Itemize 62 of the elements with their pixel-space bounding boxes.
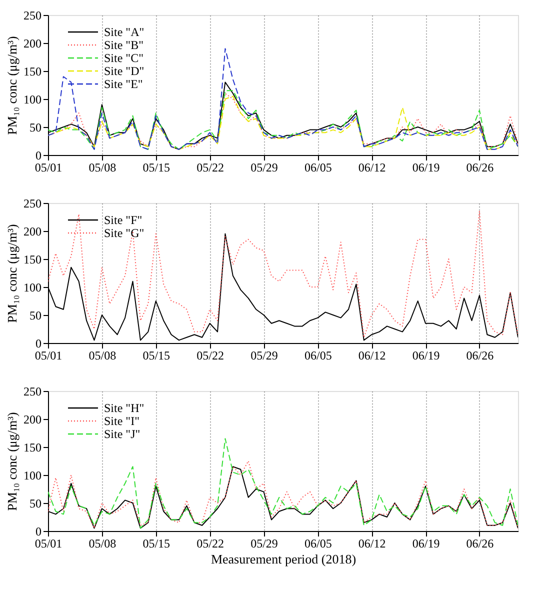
- line-series: [48, 438, 518, 529]
- y-tick-label: 100: [24, 280, 42, 294]
- line-series: [48, 48, 518, 150]
- y-axis-title: PM₁₀ conc (μg/m³): [4, 224, 20, 323]
- legend-label: Site "H": [104, 401, 144, 415]
- x-tick-label: 05/22: [196, 348, 224, 362]
- x-axis-title: Measurement period (2018): [210, 552, 356, 566]
- x-tick-label: 05/08: [88, 160, 116, 174]
- y-tick-label: 0: [36, 336, 42, 350]
- y-tick-label: 200: [24, 36, 42, 50]
- legend-label: Site "J": [104, 427, 140, 441]
- y-tick-label: 150: [24, 252, 42, 266]
- x-tick-label: 05/08: [88, 536, 116, 550]
- y-tick-label: 150: [24, 440, 42, 454]
- x-tick-label: 05/08: [88, 348, 116, 362]
- x-tick-label: 06/05: [304, 348, 332, 362]
- x-tick-label: 06/12: [358, 536, 386, 550]
- legend-label: Site "G": [104, 226, 144, 240]
- x-tick-label: 06/26: [466, 536, 494, 550]
- x-tick-label: 05/15: [142, 536, 170, 550]
- legend-label: Site "F": [104, 213, 142, 227]
- y-tick-label: 50: [30, 120, 42, 134]
- y-tick-label: 0: [36, 148, 42, 162]
- x-tick-label: 06/26: [466, 160, 494, 174]
- legend-label: Site "E": [104, 77, 143, 91]
- line-series: [48, 210, 518, 338]
- x-tick-label: 06/19: [412, 348, 440, 362]
- legend-label: Site "I": [104, 414, 140, 428]
- legend-label: Site "D": [104, 64, 144, 78]
- y-tick-label: 250: [24, 196, 42, 210]
- x-tick-label: 06/05: [304, 160, 332, 174]
- legend-label: Site "B": [104, 38, 144, 52]
- y-tick-label: 200: [24, 412, 42, 426]
- y-tick-label: 100: [24, 468, 42, 482]
- x-tick-label: 05/22: [196, 536, 224, 550]
- y-axis-title: PM₁₀ conc (μg/m³): [4, 36, 20, 135]
- x-tick-label: 06/19: [412, 536, 440, 550]
- y-tick-label: 50: [30, 496, 42, 510]
- x-tick-label: 06/05: [304, 536, 332, 550]
- y-tick-label: 100: [24, 92, 42, 106]
- x-tick-label: 05/01: [34, 536, 62, 550]
- x-tick-label: 05/29: [250, 536, 278, 550]
- x-tick-label: 05/01: [34, 348, 62, 362]
- x-tick-label: 05/01: [34, 160, 62, 174]
- x-tick-label: 06/19: [412, 160, 440, 174]
- x-tick-label: 05/15: [142, 348, 170, 362]
- legend-label: Site "A": [104, 25, 144, 39]
- x-tick-label: 05/29: [250, 160, 278, 174]
- x-tick-label: 05/15: [142, 160, 170, 174]
- x-tick-label: 05/29: [250, 348, 278, 362]
- x-tick-label: 05/22: [196, 160, 224, 174]
- y-tick-label: 200: [24, 224, 42, 238]
- y-tick-label: 150: [24, 64, 42, 78]
- y-tick-label: 250: [24, 8, 42, 22]
- legend-label: Site "C": [104, 51, 144, 65]
- y-tick-label: 0: [36, 524, 42, 538]
- x-tick-label: 06/26: [466, 348, 494, 362]
- y-axis-title: PM₁₀ conc (μg/m³): [4, 412, 20, 511]
- y-tick-label: 50: [30, 308, 42, 322]
- x-tick-label: 06/12: [358, 160, 386, 174]
- y-tick-label: 250: [24, 384, 42, 398]
- x-tick-label: 06/12: [358, 348, 386, 362]
